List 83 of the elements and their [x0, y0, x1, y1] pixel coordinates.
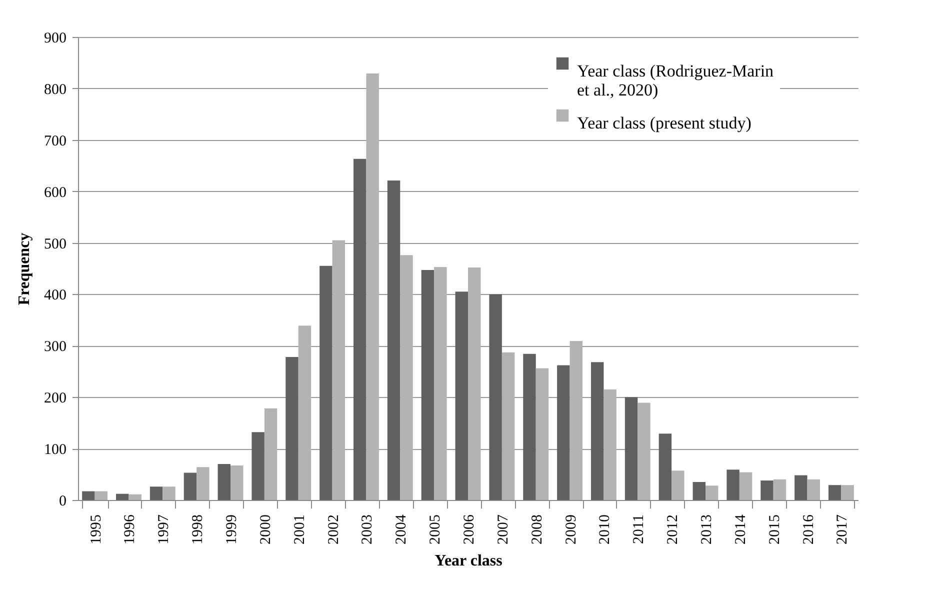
- y-tick-label: 800: [44, 82, 66, 98]
- bar: [692, 482, 706, 500]
- bar: [82, 491, 95, 500]
- y-tick-label: 300: [44, 339, 66, 356]
- bar: [672, 470, 684, 500]
- x-axis-title: Year class: [434, 552, 502, 570]
- x-tick-label: 2010: [597, 514, 614, 544]
- bar: [658, 434, 672, 500]
- legend-label: Year class (Rodriguez-Marin et al., 2020): [577, 62, 774, 100]
- y-axis-title: Frequency: [16, 232, 33, 306]
- bar: [218, 464, 231, 500]
- bar: [230, 466, 244, 500]
- bar: [773, 479, 786, 500]
- x-tick-label: 2004: [394, 514, 410, 544]
- bar: [624, 397, 638, 500]
- bar: [434, 266, 447, 500]
- x-tick-label: 2015: [766, 514, 783, 544]
- bar: [298, 326, 312, 500]
- bar: [184, 472, 197, 500]
- x-tick-label: 2001: [292, 514, 308, 544]
- x-tick-label: 2014: [732, 514, 749, 544]
- x-tick-label: 1997: [156, 514, 172, 544]
- x-tick-label: 2006: [462, 514, 478, 544]
- bar: [128, 494, 142, 500]
- bar: [116, 494, 129, 500]
- bar: [421, 270, 434, 500]
- bar: [353, 158, 366, 500]
- x-tick-label: 2003: [360, 514, 376, 544]
- bar: [162, 486, 176, 500]
- x-tick-label: 2017: [834, 514, 851, 544]
- x-tick-label: 2009: [563, 514, 580, 544]
- x-tick-label: 1996: [122, 514, 138, 544]
- x-tick-label: 2000: [258, 514, 274, 544]
- x-tick-label: 1995: [88, 514, 104, 544]
- x-tick-label: 2016: [800, 514, 817, 544]
- y-tick-label: 900: [44, 30, 66, 46]
- bar: [489, 294, 502, 500]
- bar: [523, 354, 536, 500]
- bar: [400, 255, 413, 500]
- bar: [590, 362, 604, 500]
- bar: [828, 485, 842, 500]
- y-tick-label: 500: [44, 236, 66, 252]
- y-tick-label: 400: [44, 288, 66, 304]
- bar: [320, 266, 332, 500]
- legend-label: Year class (present study): [577, 114, 752, 132]
- x-tick-label: 1999: [224, 514, 240, 544]
- bar: [150, 486, 163, 500]
- y-tick-label: 200: [44, 390, 66, 407]
- bar: [604, 389, 616, 500]
- bar: [760, 480, 774, 500]
- bar: [739, 472, 752, 500]
- bar: [570, 341, 583, 500]
- bar: [455, 292, 468, 500]
- x-tick-label: 2013: [698, 514, 715, 544]
- bar: [557, 365, 570, 500]
- bar: [94, 491, 108, 500]
- bar: [468, 267, 481, 500]
- bar: [638, 402, 650, 500]
- bar: [332, 240, 346, 500]
- bar: [705, 486, 718, 500]
- bar: [807, 479, 820, 500]
- x-tick-label: 1998: [190, 514, 206, 544]
- x-tick-label: 2002: [326, 514, 342, 544]
- bar: [366, 74, 379, 500]
- bar: [726, 470, 740, 500]
- x-tick-label: 2005: [428, 514, 444, 544]
- y-tick-label: 0: [59, 494, 66, 510]
- y-tick-label: 100: [44, 442, 66, 458]
- y-tick-label: 600: [44, 184, 66, 201]
- x-tick-label: 2012: [665, 514, 682, 544]
- bar: [502, 352, 515, 500]
- x-tick-label: 2007: [495, 514, 512, 544]
- bar: [286, 356, 298, 500]
- bar: [264, 408, 278, 500]
- bar: [536, 368, 549, 500]
- x-tick-label: 2008: [529, 514, 546, 544]
- bar: [252, 432, 264, 500]
- bar: [841, 485, 854, 500]
- bar: [196, 467, 210, 500]
- bar: [794, 475, 808, 500]
- x-tick-label: 2011: [631, 514, 648, 544]
- y-tick-label: 700: [44, 133, 66, 150]
- bar: [387, 180, 400, 500]
